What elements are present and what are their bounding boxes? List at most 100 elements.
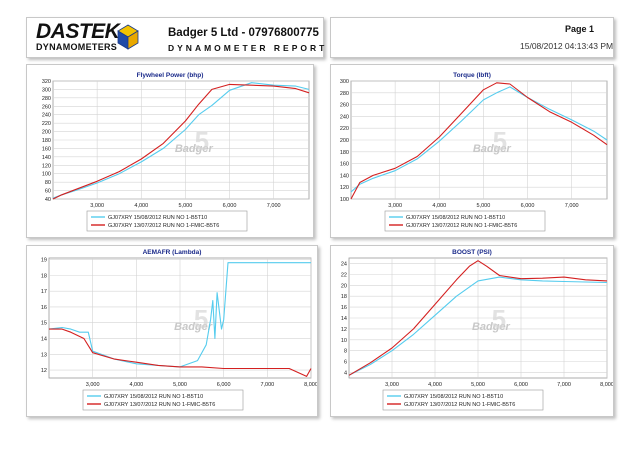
- x-tick-label: 6,000: [217, 382, 231, 388]
- y-tick-label: 180: [340, 150, 349, 156]
- x-tick-label: 3,000: [90, 203, 104, 209]
- x-tick-label: 4,000: [428, 382, 442, 388]
- y-tick-label: 16: [341, 305, 347, 311]
- chart-title: BOOST (PSI): [452, 249, 492, 256]
- y-tick-label: 13: [41, 352, 47, 358]
- series-line-1: [52, 82, 310, 199]
- y-tick-label: 24: [341, 261, 347, 267]
- legend-box: [382, 389, 544, 411]
- page-number: Page 1: [565, 24, 595, 34]
- y-tick-label: 300: [42, 87, 51, 93]
- y-tick-label: 14: [41, 337, 47, 343]
- y-tick-label: 220: [42, 121, 51, 127]
- badger-watermark: Badger: [174, 321, 213, 333]
- chart-title: Torque (lbft): [453, 72, 491, 79]
- x-tick-label: 3,000: [86, 382, 100, 388]
- y-tick-label: 12: [41, 368, 47, 374]
- x-tick-label: 6,000: [223, 203, 237, 209]
- legend-label-1: GJ07XRY 15/08/2012 RUN NO 1-B5T10: [404, 394, 503, 400]
- chart-title: Flywheel Power (bhp): [137, 72, 204, 79]
- series-line-1: [348, 276, 608, 376]
- x-tick-label: 7,000: [565, 203, 579, 209]
- y-tick-label: 240: [42, 113, 51, 119]
- y-tick-label: 20: [341, 283, 347, 289]
- y-tick-label: 12: [341, 327, 347, 333]
- badger-five-mark: 5: [493, 126, 507, 156]
- x-tick-label: 3,000: [385, 382, 399, 388]
- x-tick-label: 5,000: [477, 203, 491, 209]
- y-tick-label: 280: [340, 91, 349, 97]
- legend-label-2: GJ07XRY 13/07/2012 RUN NO 1-FMIC-B5T6: [406, 223, 517, 229]
- y-tick-label: 140: [340, 173, 349, 179]
- report-timestamp: 15/08/2012 04:13:43 PM: [520, 41, 614, 51]
- x-tick-label: 6,000: [521, 203, 535, 209]
- legend-label-1: GJ07XRY 15/08/2012 RUN NO 1-B5T10: [104, 394, 203, 400]
- header-left-box: [26, 17, 324, 58]
- x-tick-label: 5,000: [179, 203, 193, 209]
- x-tick-label: 5,000: [471, 382, 485, 388]
- legend-label-2: GJ07XRY 13/07/2012 RUN NO 1-FMIC-B5T6: [108, 223, 219, 229]
- legend-label-1: GJ07XRY 15/08/2012 RUN NO 1-B5T10: [108, 215, 207, 221]
- company-name: Badger 5 Ltd - 07976800775: [168, 27, 319, 39]
- y-tick-label: 200: [340, 138, 349, 144]
- brand-sub: DYNAMOMETERS: [36, 42, 118, 52]
- y-tick-label: 100: [340, 197, 349, 203]
- badger-five-mark: 5: [195, 126, 209, 156]
- y-tick-label: 320: [42, 79, 51, 85]
- x-tick-label: 6,000: [514, 382, 528, 388]
- legend-label-1: GJ07XRY 15/08/2012 RUN NO 1-B5T10: [406, 215, 505, 221]
- x-tick-label: 8,000: [304, 382, 317, 388]
- report-title: DYNAMOMETER REPORT: [168, 43, 328, 53]
- y-tick-label: 80: [45, 180, 51, 186]
- afr-chart-panel: AEMAFR (Lambda) 12 13 14 15 16 17 18 19 3,000 4,00…: [26, 245, 318, 417]
- y-tick-label: 18: [341, 294, 347, 300]
- y-tick-label: 220: [340, 126, 349, 132]
- x-tick-label: 4,000: [129, 382, 143, 388]
- x-tick-label: 5,000: [173, 382, 187, 388]
- series-line-1: [48, 262, 311, 368]
- badger-five-mark: 5: [492, 304, 506, 334]
- brand-main: DASTEK: [36, 20, 120, 43]
- legend-label-2: GJ07XRY 13/07/2012 RUN NO 1-FMIC-B5T6: [404, 402, 515, 408]
- y-tick-label: 180: [42, 138, 51, 144]
- boost-chart-panel: BOOST (PSI) 4 6 8 10 12 14 16 18 20 22 24 3,000 4,000…: [330, 245, 614, 417]
- series-line-1: [350, 86, 608, 193]
- x-tick-label: 4,000: [432, 203, 446, 209]
- y-tick-label: 120: [340, 185, 349, 191]
- legend-box: [384, 210, 546, 232]
- legend-box: [82, 389, 244, 411]
- y-tick-label: 22: [341, 272, 347, 278]
- cube-logo-icon: [117, 24, 139, 50]
- badger-watermark: Badger: [473, 143, 512, 155]
- series-line-2: [348, 260, 608, 376]
- y-tick-label: 4: [344, 371, 347, 377]
- y-tick-label: 19: [41, 258, 47, 264]
- y-tick-label: 18: [41, 273, 47, 279]
- y-tick-label: 40: [45, 197, 51, 203]
- boost-chart: BOOST (PSI) 4 6 8 10 12 14 16 18 20 22 24 3,000 4,000…: [341, 249, 614, 411]
- y-tick-label: 300: [340, 79, 349, 85]
- dastek-logo: DASTEK DYNAMOMETERS: [36, 20, 120, 52]
- series-line-2: [350, 82, 608, 200]
- torque-chart-panel: Torque (lbft) 100 120 140 160 180 200 220 240 260…: [330, 64, 614, 238]
- x-tick-label: 7,000: [267, 203, 281, 209]
- badger-watermark: Badger: [175, 143, 214, 155]
- power-chart-panel: Flywheel Power (bhp) 40 60 80 100 120 140 160 18…: [26, 64, 314, 238]
- chart-title: AEMAFR (Lambda): [143, 249, 202, 256]
- badger-watermark: Badger: [472, 321, 511, 333]
- y-tick-label: 60: [45, 189, 51, 195]
- y-tick-label: 8: [344, 349, 347, 355]
- x-tick-label: 4,000: [134, 203, 148, 209]
- y-tick-label: 17: [41, 289, 47, 295]
- y-tick-label: 280: [42, 96, 51, 102]
- y-tick-label: 6: [344, 360, 347, 366]
- y-tick-label: 160: [340, 162, 349, 168]
- y-tick-label: 120: [42, 163, 51, 169]
- x-tick-label: 7,000: [557, 382, 571, 388]
- series-line-2: [52, 83, 310, 200]
- y-tick-label: 160: [42, 146, 51, 152]
- y-tick-label: 14: [341, 316, 347, 322]
- y-tick-label: 16: [41, 305, 47, 311]
- afr-chart: AEMAFR (Lambda) 12 13 14 15 16 17 18 19 3,000 4,00…: [41, 249, 318, 411]
- y-tick-label: 10: [341, 338, 347, 344]
